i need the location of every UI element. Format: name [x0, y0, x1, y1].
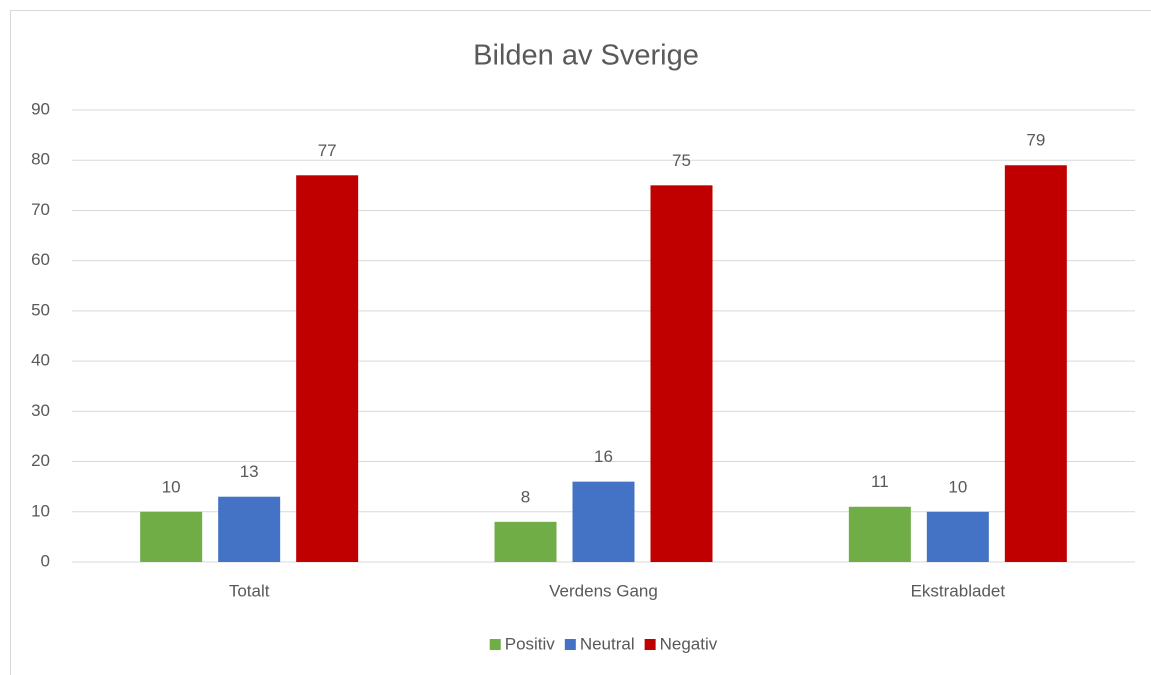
- bar: [572, 481, 635, 562]
- bar: [1004, 165, 1067, 562]
- data-label: 8: [521, 487, 530, 506]
- legend-label: Negativ: [660, 634, 718, 653]
- y-tick-label: 10: [31, 501, 50, 520]
- y-tick-label: 40: [31, 351, 50, 370]
- y-tick-label: 80: [31, 150, 50, 169]
- data-label: 13: [240, 462, 259, 481]
- legend-swatch: [564, 639, 576, 650]
- y-tick-label: 30: [31, 401, 50, 420]
- x-tick-label: Ekstrabladet: [911, 581, 1006, 600]
- legend-label: Positiv: [505, 634, 556, 653]
- x-tick-label: Verdens Gang: [549, 581, 658, 600]
- y-tick-label: 50: [31, 300, 50, 319]
- y-tick-label: 70: [31, 200, 50, 219]
- bar: [218, 496, 281, 562]
- legend-swatch: [644, 639, 656, 650]
- bar: [296, 175, 359, 563]
- data-label: 10: [948, 477, 967, 496]
- data-label: 79: [1026, 131, 1045, 150]
- bar: [494, 521, 557, 562]
- data-label: 16: [594, 447, 613, 466]
- y-tick-label: 20: [31, 451, 50, 470]
- bar: [926, 511, 989, 562]
- data-label: 10: [162, 477, 181, 496]
- data-label: 77: [318, 141, 337, 160]
- legend-swatch: [489, 639, 501, 650]
- chart-title: Bilden av Sverige: [473, 40, 699, 72]
- chart-frame: [10, 10, 1151, 675]
- x-tick-label: Totalt: [229, 581, 270, 600]
- bar: [140, 511, 203, 562]
- y-tick-label: 60: [31, 250, 50, 269]
- legend-label: Neutral: [580, 634, 635, 653]
- data-label: 75: [672, 151, 691, 170]
- data-label: 11: [871, 472, 889, 491]
- bar: [848, 506, 911, 562]
- y-tick-label: 0: [41, 551, 50, 570]
- y-tick-label: 90: [31, 99, 50, 118]
- bar: [650, 185, 713, 563]
